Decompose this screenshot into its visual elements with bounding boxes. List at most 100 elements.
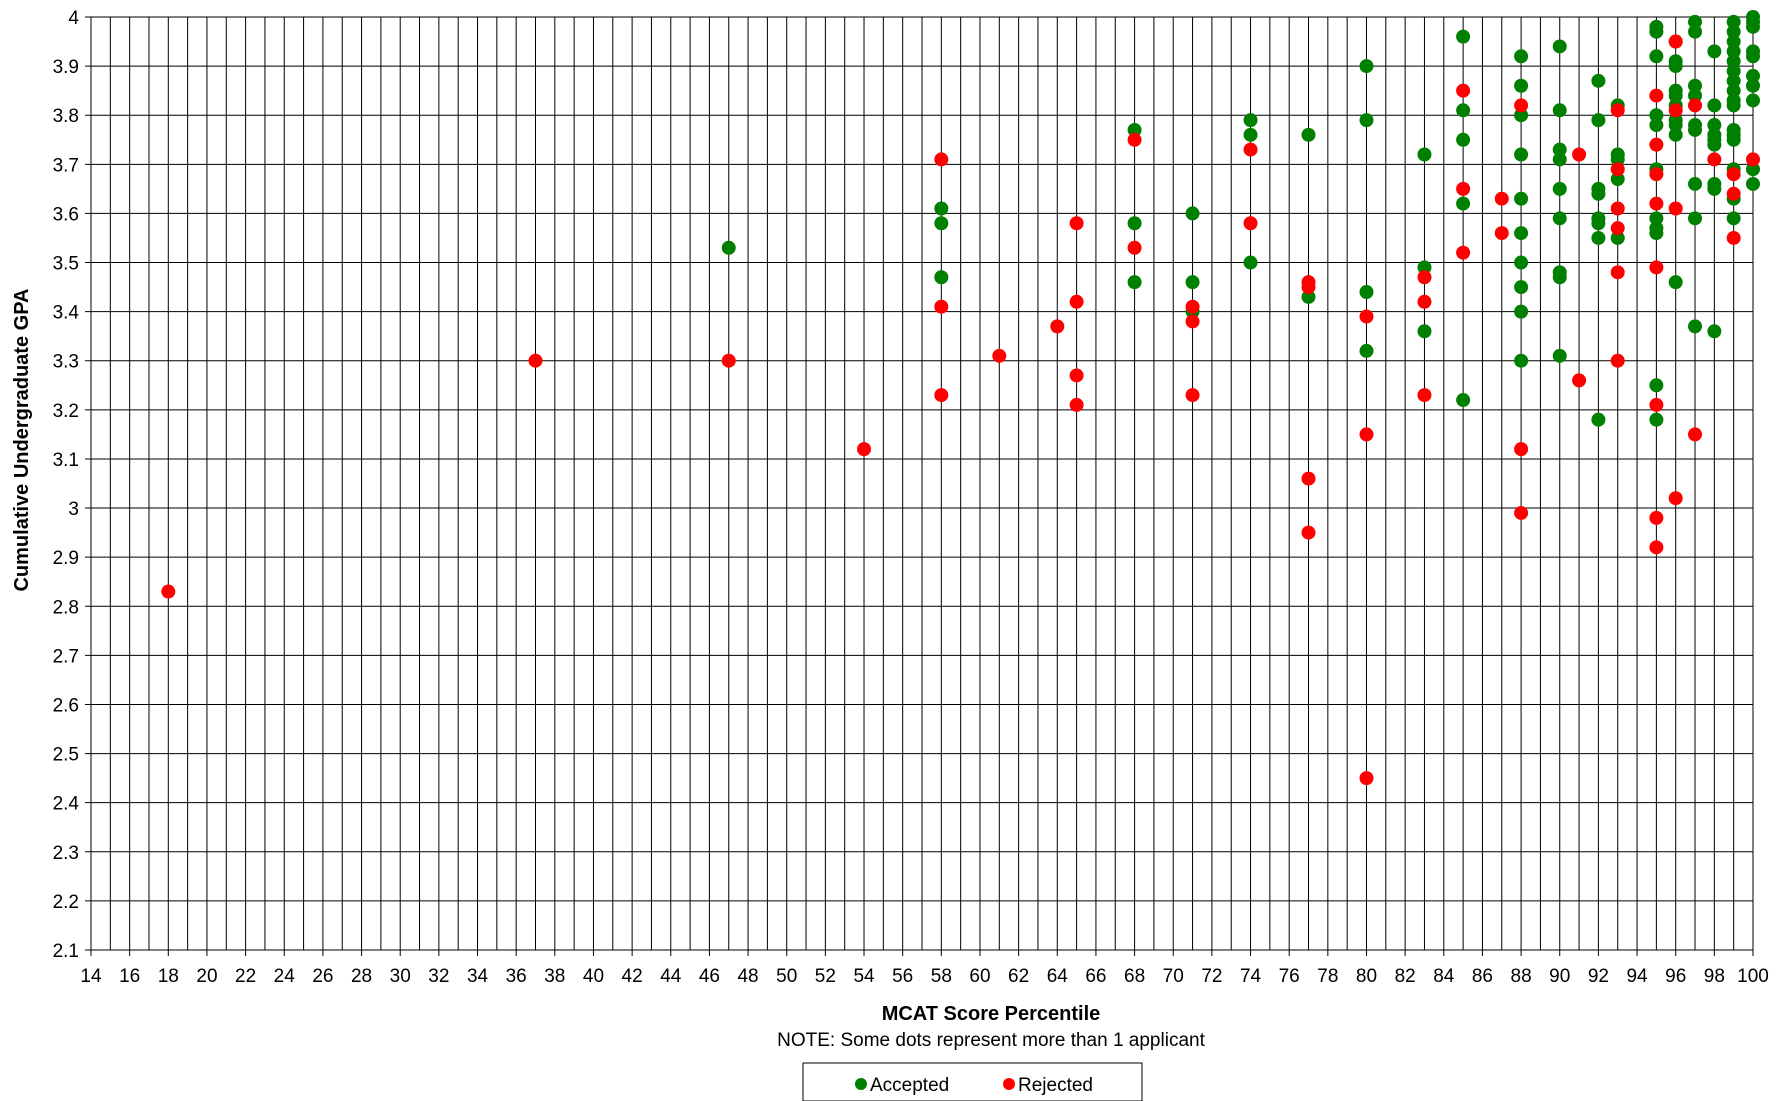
x-tick-label: 22 bbox=[235, 966, 256, 987]
legend: Accepted Rejected bbox=[802, 1062, 1143, 1101]
data-points bbox=[161, 10, 1760, 786]
point-accepted bbox=[1746, 176, 1760, 191]
point-accepted bbox=[1649, 49, 1664, 64]
point-rejected bbox=[161, 584, 176, 599]
point-rejected bbox=[1668, 201, 1683, 216]
y-tick-label: 4 bbox=[68, 8, 79, 29]
point-rejected bbox=[1494, 191, 1509, 206]
x-tick-label: 46 bbox=[699, 966, 720, 987]
point-accepted bbox=[1688, 24, 1703, 39]
point-accepted bbox=[1514, 147, 1529, 162]
y-tick-label: 3.1 bbox=[53, 450, 79, 471]
point-accepted bbox=[1359, 284, 1374, 299]
x-tick-label: 32 bbox=[428, 966, 449, 987]
point-accepted bbox=[934, 201, 949, 216]
y-tick-label: 3 bbox=[68, 499, 79, 520]
legend-marker-rejected bbox=[1003, 1078, 1015, 1090]
x-tick-label: 38 bbox=[544, 966, 565, 987]
x-tick-label: 98 bbox=[1704, 966, 1725, 987]
point-accepted bbox=[1456, 29, 1471, 44]
x-tick-label: 18 bbox=[158, 966, 179, 987]
point-accepted bbox=[1591, 216, 1606, 231]
point-rejected bbox=[1514, 442, 1529, 457]
x-tick-label: 26 bbox=[312, 966, 333, 987]
y-tick-label: 3.3 bbox=[53, 352, 79, 373]
point-accepted bbox=[1668, 118, 1683, 133]
point-rejected bbox=[1069, 397, 1084, 412]
point-accepted bbox=[1591, 230, 1606, 245]
point-rejected bbox=[1185, 314, 1200, 329]
x-tick-label: 68 bbox=[1124, 966, 1145, 987]
legend-marker-accepted bbox=[855, 1078, 867, 1090]
y-tick-label: 3.4 bbox=[53, 303, 80, 324]
point-rejected bbox=[857, 442, 872, 457]
point-rejected bbox=[1127, 132, 1142, 147]
point-rejected bbox=[721, 353, 736, 368]
point-accepted bbox=[1552, 152, 1567, 167]
point-accepted bbox=[1185, 206, 1200, 221]
point-accepted bbox=[1514, 353, 1529, 368]
point-accepted bbox=[1514, 78, 1529, 93]
point-accepted bbox=[1726, 34, 1741, 49]
point-accepted bbox=[1610, 172, 1625, 187]
point-rejected bbox=[1668, 491, 1683, 506]
point-accepted bbox=[1726, 73, 1741, 88]
x-tick-label: 40 bbox=[583, 966, 604, 987]
x-tick-label: 100 bbox=[1737, 966, 1769, 987]
point-rejected bbox=[1127, 240, 1142, 255]
point-rejected bbox=[1726, 230, 1741, 245]
point-rejected bbox=[1417, 294, 1432, 309]
x-tick-label: 78 bbox=[1317, 966, 1338, 987]
point-rejected bbox=[1069, 368, 1084, 383]
x-tick-label: 90 bbox=[1549, 966, 1570, 987]
x-tick-label: 30 bbox=[390, 966, 411, 987]
point-accepted bbox=[1552, 181, 1567, 196]
point-accepted bbox=[1707, 44, 1722, 59]
y-axis-title: Cumulative Undergraduate GPA bbox=[11, 288, 33, 591]
y-tick-label: 2.7 bbox=[53, 646, 79, 667]
point-accepted bbox=[1746, 49, 1760, 64]
point-rejected bbox=[1185, 388, 1200, 403]
point-rejected bbox=[1707, 152, 1722, 167]
point-accepted bbox=[1359, 59, 1374, 74]
x-tick-label: 92 bbox=[1588, 966, 1609, 987]
point-accepted bbox=[1243, 127, 1258, 142]
point-accepted bbox=[1726, 14, 1741, 29]
point-accepted bbox=[1514, 304, 1529, 319]
point-accepted bbox=[1552, 142, 1567, 157]
x-tick-label: 86 bbox=[1472, 966, 1493, 987]
point-accepted bbox=[1591, 73, 1606, 88]
point-accepted bbox=[1243, 255, 1258, 270]
point-accepted bbox=[1417, 147, 1432, 162]
point-rejected bbox=[1649, 260, 1664, 275]
y-tick-label: 2.9 bbox=[53, 548, 79, 569]
point-accepted bbox=[1688, 122, 1703, 137]
y-axis-ticks: 2.1 2.2 2.3 2.4 2.5 2.6 2.7 2.8 2.9 3 3.1 3.2 3.3 3.4… bbox=[53, 8, 80, 962]
point-accepted bbox=[1688, 319, 1703, 334]
point-rejected bbox=[1726, 167, 1741, 182]
point-accepted bbox=[1649, 412, 1664, 427]
point-accepted bbox=[1746, 162, 1760, 177]
chart-note: NOTE: Some dots represent more than 1 ap… bbox=[777, 1030, 1205, 1051]
y-tick-label: 2.5 bbox=[53, 745, 79, 766]
point-accepted bbox=[1552, 348, 1567, 363]
plot-area bbox=[90, 16, 1754, 951]
point-accepted bbox=[1668, 88, 1683, 103]
point-accepted bbox=[1514, 226, 1529, 241]
x-axis-ticks: 14 16 18 20 22 24 26 28 30 32 34 36 38 40 42 44 46 48 50 52… bbox=[80, 950, 1769, 987]
point-rejected bbox=[1688, 98, 1703, 113]
point-rejected bbox=[1649, 196, 1664, 211]
point-rejected bbox=[1417, 388, 1432, 403]
point-accepted bbox=[1707, 98, 1722, 113]
y-tick-label: 2.1 bbox=[53, 941, 79, 962]
series-accepted bbox=[721, 10, 1760, 427]
point-accepted bbox=[1726, 54, 1741, 69]
point-rejected bbox=[992, 348, 1007, 363]
point-rejected bbox=[1359, 427, 1374, 442]
point-accepted bbox=[1707, 137, 1722, 152]
point-accepted bbox=[1591, 412, 1606, 427]
point-accepted bbox=[1552, 103, 1567, 118]
x-axis-title: MCAT Score Percentile bbox=[882, 1003, 1101, 1025]
x-tick-label: 56 bbox=[892, 966, 913, 987]
